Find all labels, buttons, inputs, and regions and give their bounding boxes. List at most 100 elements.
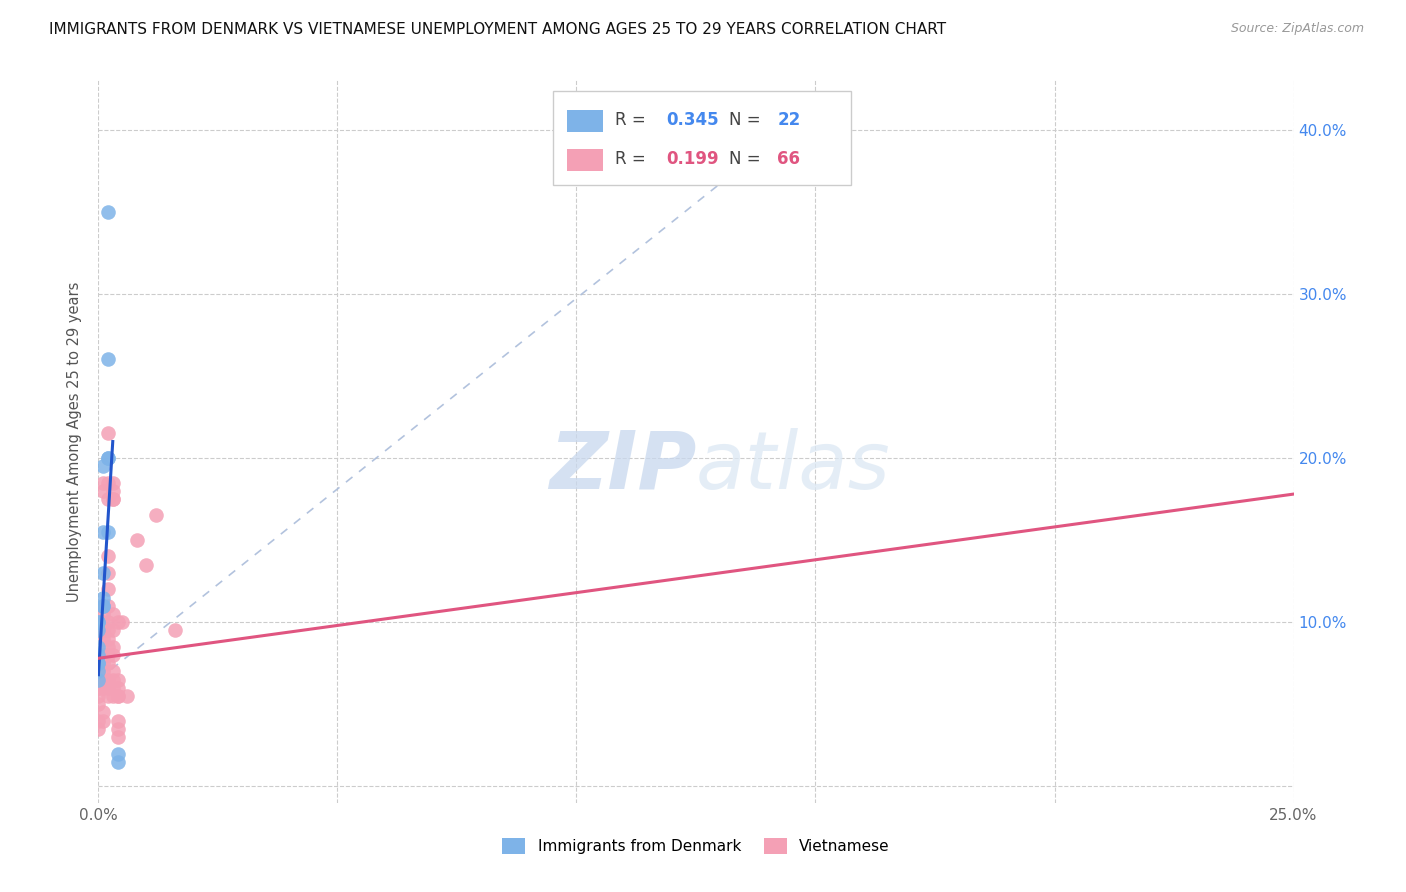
Point	[97, 615, 120, 630]
Point	[87, 615, 110, 630]
Point	[87, 640, 110, 654]
Point	[101, 607, 124, 621]
Point	[87, 624, 110, 638]
Point	[97, 657, 120, 671]
Point	[97, 524, 120, 539]
Point	[101, 648, 124, 662]
Point	[91, 632, 114, 646]
Point	[101, 483, 124, 498]
Point	[101, 491, 124, 506]
Point	[97, 640, 120, 654]
Point	[107, 681, 129, 695]
Point	[87, 665, 110, 679]
Point	[91, 673, 114, 687]
Point	[91, 648, 114, 662]
Text: 0.345: 0.345	[666, 111, 718, 129]
Text: R =: R =	[614, 150, 651, 168]
Point	[97, 475, 120, 490]
Point	[115, 689, 138, 703]
Point	[91, 665, 114, 679]
Text: N =: N =	[730, 150, 766, 168]
Point	[87, 673, 110, 687]
Point	[101, 681, 124, 695]
Point	[91, 591, 114, 605]
FancyBboxPatch shape	[567, 149, 603, 170]
Point	[87, 657, 110, 671]
Point	[107, 689, 129, 703]
Point	[97, 426, 120, 441]
Point	[97, 648, 120, 662]
Point	[87, 665, 110, 679]
Text: 22: 22	[778, 111, 800, 129]
Point	[97, 599, 120, 613]
Point	[111, 615, 134, 630]
Point	[87, 681, 110, 695]
Point	[145, 508, 167, 523]
Point	[107, 689, 129, 703]
Point	[97, 673, 120, 687]
Point	[91, 607, 114, 621]
Point	[91, 566, 114, 580]
Point	[101, 673, 124, 687]
Point	[135, 558, 157, 572]
Point	[87, 657, 110, 671]
Point	[163, 624, 186, 638]
Point	[87, 615, 110, 630]
Point	[97, 566, 120, 580]
Point	[107, 714, 129, 728]
Point	[91, 615, 114, 630]
Text: Source: ZipAtlas.com: Source: ZipAtlas.com	[1230, 22, 1364, 36]
Text: 0.199: 0.199	[666, 150, 718, 168]
Point	[91, 714, 114, 728]
Point	[97, 491, 120, 506]
Point	[87, 714, 110, 728]
Point	[101, 640, 124, 654]
Text: 66: 66	[778, 150, 800, 168]
Point	[107, 730, 129, 744]
Text: atlas: atlas	[696, 428, 891, 506]
Point	[91, 624, 114, 638]
Point	[97, 204, 120, 219]
Point	[97, 450, 120, 465]
Text: R =: R =	[614, 111, 651, 129]
FancyBboxPatch shape	[553, 91, 852, 185]
Point	[87, 698, 110, 712]
Point	[91, 648, 114, 662]
Point	[87, 648, 110, 662]
Point	[91, 524, 114, 539]
Point	[101, 624, 124, 638]
Point	[87, 722, 110, 736]
Point	[101, 665, 124, 679]
Point	[91, 483, 114, 498]
Point	[97, 582, 120, 597]
Point	[107, 673, 129, 687]
Point	[101, 475, 124, 490]
Point	[97, 352, 120, 367]
Point	[91, 599, 114, 613]
Point	[107, 755, 129, 769]
Point	[97, 624, 120, 638]
Point	[101, 491, 124, 506]
Point	[107, 722, 129, 736]
Point	[87, 665, 110, 679]
Point	[91, 657, 114, 671]
Point	[97, 689, 120, 703]
Point	[97, 632, 120, 646]
Point	[87, 673, 110, 687]
Point	[97, 450, 120, 465]
Point	[91, 459, 114, 474]
FancyBboxPatch shape	[567, 110, 603, 132]
Point	[91, 706, 114, 720]
Point	[101, 689, 124, 703]
Y-axis label: Unemployment Among Ages 25 to 29 years: Unemployment Among Ages 25 to 29 years	[67, 281, 83, 602]
Point	[91, 599, 114, 613]
Text: IMMIGRANTS FROM DENMARK VS VIETNAMESE UNEMPLOYMENT AMONG AGES 25 TO 29 YEARS COR: IMMIGRANTS FROM DENMARK VS VIETNAMESE UN…	[49, 22, 946, 37]
Point	[91, 599, 114, 613]
Legend: Immigrants from Denmark, Vietnamese: Immigrants from Denmark, Vietnamese	[496, 832, 896, 860]
Text: N =: N =	[730, 111, 766, 129]
Point	[125, 533, 148, 547]
Point	[97, 549, 120, 564]
Point	[87, 689, 110, 703]
Point	[91, 681, 114, 695]
Point	[107, 747, 129, 761]
